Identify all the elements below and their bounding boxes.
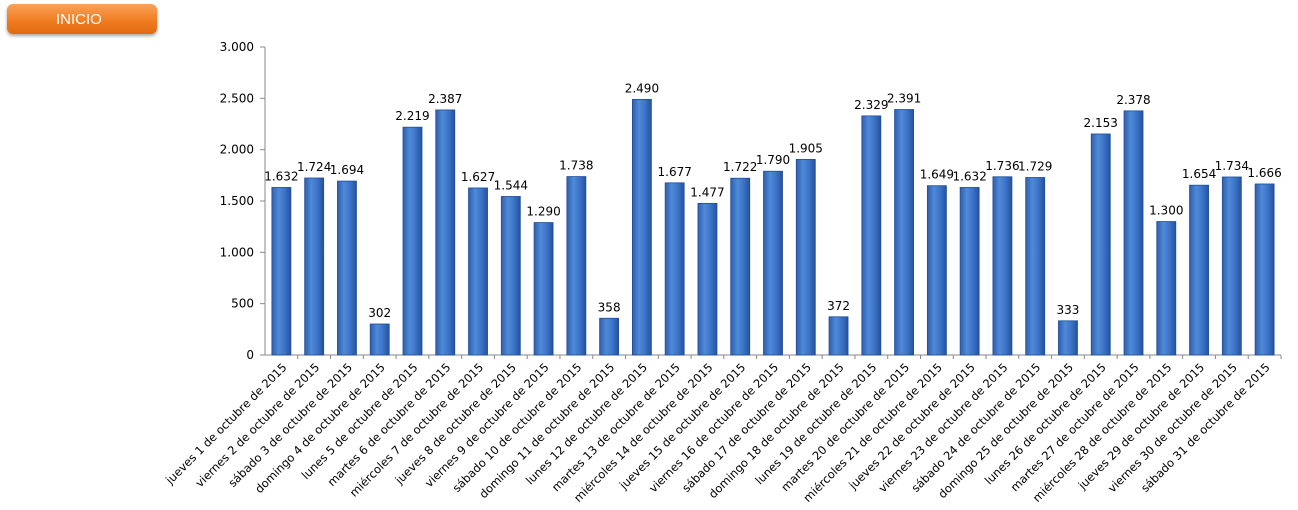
bar — [337, 180, 357, 356]
bar — [959, 187, 980, 356]
bar — [664, 182, 685, 356]
y-tick-label: 1.500 — [220, 194, 254, 208]
bar — [1025, 177, 1046, 356]
bar — [926, 185, 947, 356]
bar — [1189, 184, 1209, 356]
data-label: 1.677 — [658, 165, 692, 179]
data-label: 1.738 — [559, 159, 593, 173]
data-label: 1.290 — [526, 205, 560, 219]
data-label: 2.387 — [428, 92, 462, 106]
bar — [533, 222, 554, 356]
data-label: 2.490 — [625, 81, 659, 95]
bar — [402, 126, 423, 356]
y-tick-label: 3.000 — [220, 40, 254, 54]
y-tick-label: 2.000 — [220, 143, 254, 157]
data-label: 1.544 — [494, 178, 528, 192]
data-label: 1.666 — [1247, 166, 1281, 180]
chart-bars — [271, 98, 1275, 356]
bar — [435, 109, 456, 356]
bar — [566, 176, 587, 356]
y-tick-label: 2.500 — [220, 91, 254, 105]
bar — [468, 187, 488, 356]
data-label: 2.391 — [887, 92, 921, 106]
bar — [894, 109, 915, 356]
data-label: 1.724 — [297, 160, 331, 174]
data-label: 1.736 — [985, 159, 1019, 173]
data-label: 1.905 — [789, 141, 823, 155]
bar — [1058, 320, 1078, 356]
data-label: 1.649 — [920, 168, 954, 182]
bar — [1156, 221, 1177, 356]
data-label: 1.722 — [723, 160, 757, 174]
bar — [271, 187, 292, 356]
y-tick-label: 1.000 — [220, 245, 254, 259]
bar — [1123, 110, 1144, 356]
y-tick-label: 0 — [246, 348, 254, 362]
data-label: 1.477 — [690, 185, 724, 199]
data-label: 1.790 — [756, 153, 790, 167]
data-label: 2.153 — [1084, 116, 1118, 130]
data-label: 1.300 — [1149, 204, 1183, 218]
data-label: 2.378 — [1116, 93, 1150, 107]
data-label: 333 — [1057, 303, 1080, 317]
bar — [992, 176, 1013, 356]
bar — [861, 115, 882, 356]
bar — [795, 159, 816, 356]
data-label: 2.329 — [854, 98, 888, 112]
bar — [1254, 183, 1275, 356]
data-label: 1.729 — [1018, 159, 1052, 173]
bar — [1221, 176, 1242, 356]
data-label: 302 — [368, 306, 391, 320]
inicio-button[interactable]: INICIO — [7, 4, 157, 34]
bar — [697, 202, 718, 356]
bar — [1090, 133, 1111, 356]
bar — [828, 316, 849, 356]
bar — [369, 323, 390, 356]
data-label: 1.654 — [1182, 167, 1216, 181]
data-label: 358 — [598, 300, 621, 314]
bar — [763, 170, 783, 356]
data-label: 1.627 — [461, 170, 495, 184]
data-label: 1.632 — [952, 169, 986, 183]
data-label: 372 — [827, 299, 850, 313]
bar — [632, 98, 652, 356]
y-tick-label: 500 — [231, 297, 254, 311]
data-label: 1.694 — [330, 163, 364, 177]
bar — [304, 177, 325, 356]
chart-data-labels: 1.6321.7241.6943022.2192.3871.6271.5441.… — [264, 81, 1282, 320]
bar — [730, 177, 751, 356]
data-label: 1.734 — [1215, 159, 1249, 173]
bar — [599, 317, 620, 356]
data-label: 1.632 — [264, 169, 298, 183]
data-label: 2.219 — [395, 109, 429, 123]
bar — [500, 196, 521, 356]
